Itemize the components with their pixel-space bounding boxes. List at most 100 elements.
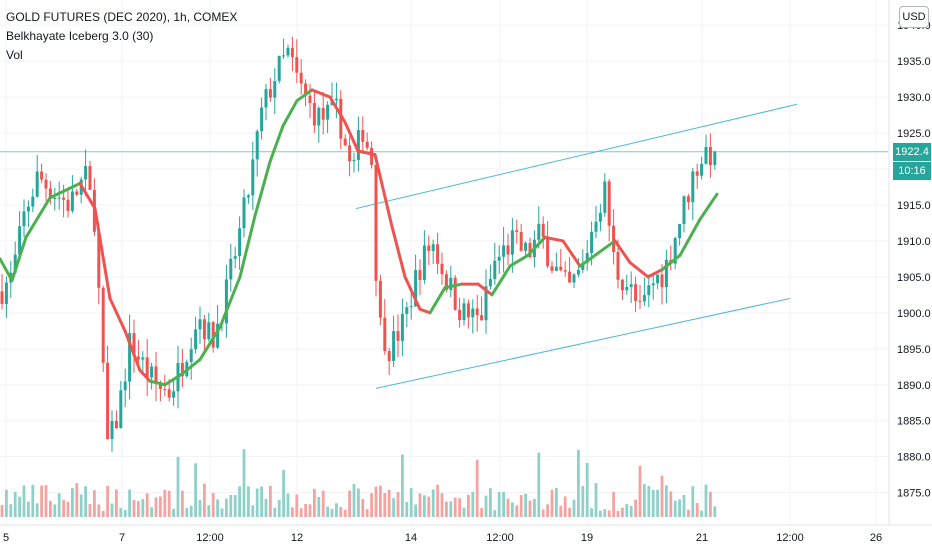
candle-body [524,242,528,251]
volume-bar [621,507,624,517]
candle-body [418,270,422,280]
volume-bar [198,499,202,517]
ma-segment [310,88,332,99]
candle-body [154,366,158,384]
ma-segment [373,153,394,229]
candle-body [260,107,264,132]
candle-body [414,270,418,307]
ma-segment [526,235,547,257]
volume-bar [506,498,510,517]
ma-segment [78,181,97,211]
candle-body [510,230,514,255]
volume-bar [132,499,136,517]
ma-segment [0,257,14,282]
candle-body [238,228,242,257]
ma-segment [218,275,242,329]
volume-bars [0,449,717,517]
volume-bar [317,496,321,517]
candle-body [246,195,250,198]
volume-bar [167,490,171,517]
candle-body [440,263,444,275]
candle-body [88,166,92,190]
volume-bar [203,483,206,517]
volume-bar [44,485,48,517]
volume-bar [453,497,457,517]
volume-bar [585,463,589,517]
volume-bar [181,490,184,517]
price-tick-label: 1915.0 [897,200,931,212]
volume-bar [291,507,294,517]
candle-body [224,279,228,324]
candle-body [277,55,281,81]
volume-bar [5,489,8,517]
candle-body [695,171,699,176]
volume-bar [242,449,246,517]
time-tick-label: 26 [870,532,882,544]
time-tick-label: 21 [696,532,708,544]
candle-body [471,308,475,318]
candle-body [400,313,404,341]
candle-body [66,199,70,211]
volume-bar [379,485,382,517]
candle-body [436,244,440,264]
volume-bar [660,475,664,517]
price-tick-label: 1930.0 [897,92,931,104]
candle-body [145,357,149,378]
currency-button[interactable]: USD [899,6,929,28]
volume-bar [343,509,347,517]
volume-bar [462,507,466,517]
time-tick-label: 14 [405,532,417,544]
volume-bar [572,499,576,517]
candle-body [620,279,624,291]
candle-body [682,196,686,225]
volume-bar [392,498,395,517]
volume-bar [678,499,681,517]
volume-bar [414,504,417,517]
volume-bar [475,459,479,517]
volume-bar [53,504,57,517]
volume-bar [9,504,13,517]
time-tick-label: 12:00 [486,532,514,544]
candle-body [497,256,501,261]
volume-bar [339,507,343,517]
candle-body [642,295,646,302]
candle-body [361,130,365,142]
indicator-label[interactable]: Belkhayate Iceberg 3.0 (30) [6,29,154,43]
ma-segment [123,329,142,372]
candle-body [290,47,294,58]
volume-bar [22,485,26,517]
volume-bar [541,509,545,517]
candle-body [603,181,607,213]
candle-body [26,206,30,212]
candle-body [453,277,457,310]
volume-bar [110,503,114,517]
symbol-title[interactable]: GOLD FUTURES (DEC 2020), 1h, COMEX [6,10,238,24]
candle-body [444,274,448,291]
volume-label[interactable]: Vol [6,48,23,62]
candle-body [392,331,396,361]
candle-body [233,256,237,259]
candle-body [585,253,589,263]
volume-bar [106,485,109,517]
volume-bar [93,490,96,517]
last-price-label: 1922.4 [893,142,931,161]
candle-body [634,284,638,301]
ma-segment [356,149,377,157]
volume-bar [211,492,215,517]
candle-body [629,284,633,287]
volume-bar [229,494,233,517]
volume-bar [150,507,153,517]
volume-bar [247,486,250,517]
volume-bar [563,496,567,517]
candle-body [431,244,435,251]
candle-body [229,258,233,280]
price-axis: 1940.01935.01930.01925.01920.01915.01910… [897,20,931,499]
price-tick-label: 1880.0 [897,452,931,464]
volume-bar [115,489,118,517]
bar-countdown-label: 10:16 [893,161,931,180]
volume-bar [31,484,35,517]
volume-bar [700,510,703,517]
candle-body [506,245,510,255]
candle-body [616,251,620,280]
